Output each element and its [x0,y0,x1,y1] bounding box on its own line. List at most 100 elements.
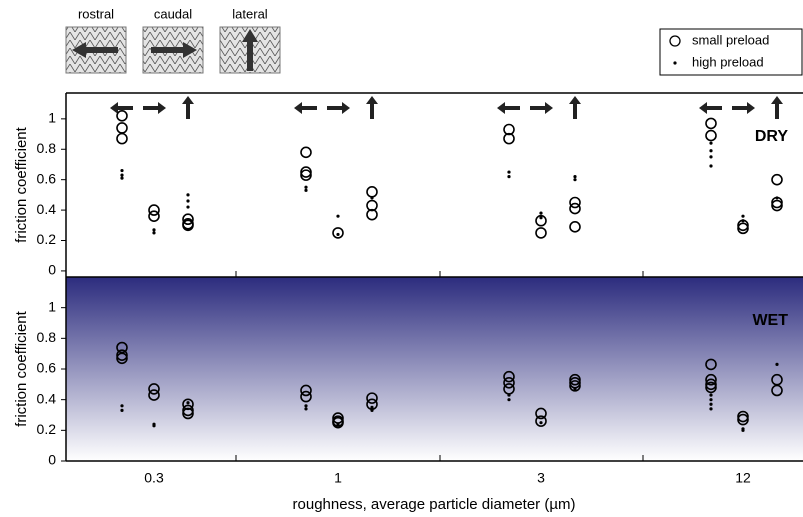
small-preload-point [182,219,194,232]
high-preload-point [186,193,190,197]
small-preload-point [116,132,128,145]
y-tick-label: 0.8 [37,140,57,156]
high-preload-point [573,178,577,182]
high-preload-point [709,407,713,411]
small-preload-point [705,358,717,371]
high-preload-point [186,401,190,405]
direction-label: lateral [232,6,268,21]
small-preload-point [182,404,194,417]
high-preload-point [539,421,543,425]
small-preload-point [116,110,128,122]
high-preload-point [304,407,308,411]
high-preload-point [370,196,374,200]
y-tick-label: 0.8 [37,329,57,345]
high-preload-point [370,408,374,412]
small-preload-point [569,202,581,215]
small-preload-point [535,407,547,420]
legend-label: small preload [692,32,769,47]
high-preload-point [120,404,124,408]
small-preload-point [300,146,312,159]
high-preload-point [336,214,340,218]
direction-arrow [366,96,378,119]
high-preload-point [186,199,190,203]
y-axis-label: friction coefficient [13,310,30,426]
y-tick-label: 0.2 [37,421,57,437]
high-preload-point [741,219,745,223]
high-preload-point [709,149,713,153]
high-preload-point [709,155,713,159]
direction-label: rostral [78,6,114,21]
small-preload-point [116,352,128,365]
y-tick-label: 1 [48,110,56,126]
small-preload-point [366,199,378,212]
icon-arrow [151,42,197,58]
high-preload-point [120,168,124,173]
high-preload-point [741,428,745,432]
small-preload-point [182,213,194,226]
small-preload-point [705,117,717,130]
small-preload-point [332,416,344,429]
high-preload-point [120,173,124,177]
high-preload-point [539,211,543,215]
high-preload-point [709,402,713,406]
x-tick-label: 1 [334,470,342,486]
x-tick-label: 0.3 [144,470,164,486]
high-preload-point [507,170,511,174]
small-preload-point [148,204,160,216]
y-tick-label: 0.2 [37,231,57,247]
high-preload-point [120,176,124,180]
high-preload-point [775,196,779,200]
direction-arrow [699,102,722,114]
high-preload-point [186,205,190,209]
small-preload-point [737,222,749,235]
legend-marker [669,35,681,47]
high-preload-point [741,214,745,218]
small-preload-point [300,166,312,178]
legend-marker [673,61,677,65]
high-preload-point [709,393,713,397]
high-preload-point [304,188,308,192]
high-preload-point [336,232,340,237]
high-preload-point [573,175,577,179]
small-preload-point [705,373,717,386]
high-preload-point [152,424,156,428]
small-preload-point [116,349,128,362]
small-preload-point [737,410,749,423]
small-preload-point [300,390,312,403]
high-preload-point [336,422,340,426]
y-tick-label: 0.6 [37,170,57,186]
y-tick-label: 0.4 [37,201,57,217]
small-preload-point [503,123,515,136]
direction-arrow [327,102,350,114]
small-preload-point [535,214,547,227]
y-tick-label: 0.4 [37,390,57,406]
y-tick-label: 0 [48,452,56,468]
y-axis-label: friction coefficient [13,126,30,242]
icon-arrow [72,42,118,58]
small-preload-point [705,378,717,391]
small-preload-point [332,227,344,239]
high-preload-point [539,216,543,220]
small-preload-point [737,413,749,426]
high-preload-point [709,398,713,402]
small-preload-point [366,186,378,198]
small-preload-point [569,380,581,392]
small-preload-point [771,199,783,212]
x-axis-label: roughness, average particle diameter (µm… [293,496,576,513]
small-preload-point [148,383,160,395]
panel-label: WET [752,312,788,329]
y-tick-label: 1 [48,298,56,314]
small-preload-point [569,196,581,209]
small-preload-point [569,373,581,386]
small-preload-point [535,227,547,239]
y-tick-label: 0.6 [37,360,57,376]
high-preload-point [709,141,713,145]
small-preload-point [366,208,378,221]
high-preload-point [370,405,374,409]
small-preload-point [366,392,378,404]
panel-label: DRY [755,128,789,145]
small-preload-point [300,169,312,181]
high-preload-point [775,362,779,366]
high-preload-point [573,387,577,391]
